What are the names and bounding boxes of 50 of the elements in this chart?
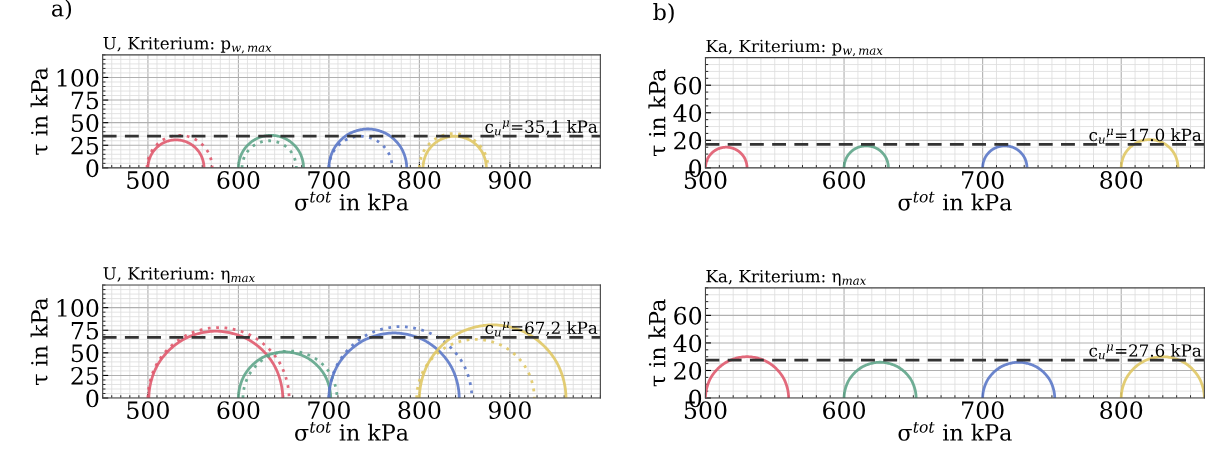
x-tick-label: 600: [217, 401, 260, 420]
x-axis-title: σ$^{tot}$ in kPa: [295, 421, 409, 441]
y-axis-title: τ in kPa: [648, 299, 666, 387]
x-axis-title: σ$^{tot}$ in kPa: [295, 191, 409, 211]
ref-line-label: c$_{u}$$^{μ}$=17.0 kPa: [1089, 128, 1202, 144]
y-tick-label: 50: [71, 344, 99, 363]
x-tick-label: 700: [962, 171, 1004, 189]
chart-title: Ka, Kriterium: η$_{max}$: [706, 269, 867, 286]
x-tick-label: 900: [488, 401, 531, 420]
text: a): [52, 0, 72, 20]
y-tick-label: 20: [674, 131, 702, 150]
y-tick-label: 0: [86, 389, 99, 408]
y-tick-label: 60: [674, 306, 702, 325]
y-tick-label: 40: [673, 104, 702, 123]
y-tick-label: 75: [71, 91, 99, 110]
text: b): [653, 3, 674, 24]
x-tick-label: 500: [127, 171, 169, 189]
ref-line-label: c$_{u}$$^{μ}$=27.6 kPa: [1089, 343, 1202, 360]
y-tick-label: 40: [673, 334, 702, 353]
y-tick-label: 25: [71, 136, 99, 155]
y-tick-label: 100: [57, 68, 99, 87]
y-tick-label: 50: [71, 114, 99, 132]
x-tick-label: 700: [962, 401, 1004, 420]
y-tick-label: 60: [674, 76, 702, 95]
x-axis-title: σ$^{tot}$ in kPa: [898, 421, 1012, 441]
x-tick-label: 600: [217, 171, 260, 189]
x-tick-label: 800: [1100, 401, 1143, 420]
chart-title: U, Kriterium: p$_{w,max}$: [103, 36, 272, 54]
y-tick-label: 75: [71, 322, 99, 340]
chart-title: Ka, Kriterium: p$_{w,max}$: [706, 39, 883, 57]
x-axis-title: σ$^{tot}$ in kPa: [898, 191, 1012, 211]
y-tick-label: 20: [674, 361, 702, 380]
x-tick-label: 500: [127, 401, 169, 420]
x-tick-label: 600: [823, 401, 866, 420]
y-axis-title: τ in kPa: [30, 297, 48, 385]
y-axis-title: τ in kPa: [30, 67, 48, 155]
y-axis-title: τ in kPa: [648, 69, 666, 157]
y-tick-label: 0: [86, 159, 99, 178]
chart-title: U, Kriterium: η$_{max}$: [103, 267, 255, 283]
x-tick-label: 600: [823, 171, 866, 189]
y-tick-label: 25: [71, 366, 99, 385]
x-tick-label: 700: [308, 401, 350, 420]
ref-line-label: c$_{u}$$^{μ}$=67,2 kPa: [485, 321, 598, 337]
x-tick-label: 900: [488, 171, 531, 189]
x-tick-label: 800: [398, 401, 441, 420]
x-tick-label: 700: [308, 171, 350, 189]
ref-line-label: c$_{u}$$^{μ}$=35,1 kPa: [485, 120, 598, 136]
y-tick-label: 100: [57, 299, 99, 317]
x-tick-label: 800: [1100, 171, 1143, 189]
x-tick-label: 800: [398, 171, 441, 189]
